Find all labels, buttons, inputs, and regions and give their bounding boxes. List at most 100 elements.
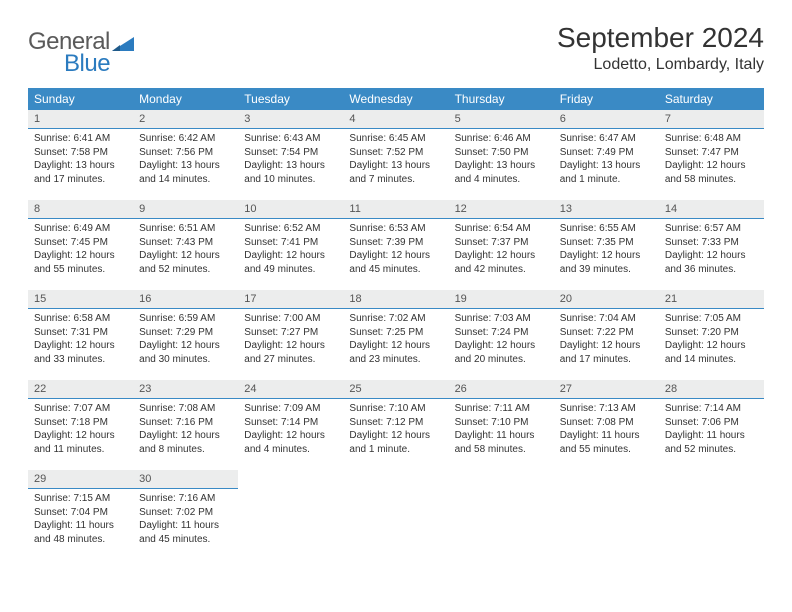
week-row: 8Sunrise: 6:49 AMSunset: 7:45 PMDaylight…	[28, 200, 764, 284]
day-number: 11	[343, 200, 448, 219]
day-body: Sunrise: 6:41 AMSunset: 7:58 PMDaylight:…	[28, 129, 133, 194]
sunrise: Sunrise: 7:10 AM	[349, 402, 442, 416]
dow-row: Sunday Monday Tuesday Wednesday Thursday…	[28, 88, 764, 110]
day-number: 8	[28, 200, 133, 219]
day-cell	[659, 470, 764, 554]
logo: GeneralBlue	[28, 28, 134, 78]
day-number: 30	[133, 470, 238, 489]
sunset: Sunset: 7:33 PM	[665, 236, 758, 250]
day-cell: 13 Sunrise: 6:55 AMSunset: 7:35 PMDayligh…	[554, 200, 659, 284]
day-body: Sunrise: 6:54 AMSunset: 7:37 PMDaylight:…	[449, 219, 554, 284]
day-number: 1	[28, 110, 133, 129]
day-number: 28	[659, 380, 764, 399]
sunrise: Sunrise: 7:08 AM	[139, 402, 232, 416]
sunset: Sunset: 7:24 PM	[455, 326, 548, 340]
location: Lodetto, Lombardy, Italy	[557, 56, 764, 74]
dow-mon: Monday	[133, 88, 238, 110]
day-number: 14	[659, 200, 764, 219]
day-cell: 14Sunrise: 6:57 AMSunset: 7:33 PMDayligh…	[659, 200, 764, 284]
day-body: Sunrise: 7:04 AMSunset: 7:22 PMDaylight:…	[554, 309, 659, 374]
daylight: Daylight: 12 hours and 30 minutes.	[139, 339, 232, 366]
day-number: 21	[659, 290, 764, 309]
daylight: Daylight: 12 hours and 14 minutes.	[665, 339, 758, 366]
day-cell	[238, 470, 343, 554]
dow-wed: Wednesday	[343, 88, 448, 110]
daylight: Daylight: 12 hours and 55 minutes.	[34, 249, 127, 276]
daylight: Daylight: 12 hours and 23 minutes.	[349, 339, 442, 366]
sunrise: Sunrise: 7:13 AM	[560, 402, 653, 416]
sunset: Sunset: 7:35 PM	[560, 236, 653, 250]
day-cell: 27Sunrise: 7:13 AMSunset: 7:08 PMDayligh…	[554, 380, 659, 464]
sunrise: Sunrise: 6:55 AM	[560, 222, 653, 236]
sunset: Sunset: 7:29 PM	[139, 326, 232, 340]
calendar: Sunday Monday Tuesday Wednesday Thursday…	[28, 88, 764, 554]
sunset: Sunset: 7:14 PM	[244, 416, 337, 430]
sunrise: Sunrise: 6:42 AM	[139, 132, 232, 146]
daylight: Daylight: 12 hours and 39 minutes.	[560, 249, 653, 276]
daylight: Daylight: 12 hours and 58 minutes.	[665, 159, 758, 186]
day-cell: 24Sunrise: 7:09 AMSunset: 7:14 PMDayligh…	[238, 380, 343, 464]
day-body: Sunrise: 7:07 AMSunset: 7:18 PMDaylight:…	[28, 399, 133, 464]
day-cell	[449, 470, 554, 554]
day-cell: 16 Sunrise: 6:59 AMSunset: 7:29 PMDayligh…	[133, 290, 238, 374]
day-number: 16	[133, 290, 238, 309]
sunset: Sunset: 7:56 PM	[139, 146, 232, 160]
sunset: Sunset: 7:02 PM	[139, 506, 232, 520]
day-cell: 28Sunrise: 7:14 AMSunset: 7:06 PMDayligh…	[659, 380, 764, 464]
day-number: 7	[659, 110, 764, 129]
dow-fri: Friday	[554, 88, 659, 110]
dow-tue: Tuesday	[238, 88, 343, 110]
day-number: 17	[238, 290, 343, 309]
sunset: Sunset: 7:12 PM	[349, 416, 442, 430]
day-number: 13	[554, 200, 659, 219]
day-cell: 20Sunrise: 7:04 AMSunset: 7:22 PMDayligh…	[554, 290, 659, 374]
calendar-body: 1Sunrise: 6:41 AMSunset: 7:58 PMDaylight…	[28, 110, 764, 554]
day-cell: 3Sunrise: 6:43 AMSunset: 7:54 PMDaylight…	[238, 110, 343, 194]
day-cell: 7Sunrise: 6:48 AMSunset: 7:47 PMDaylight…	[659, 110, 764, 194]
sunrise: Sunrise: 6:45 AM	[349, 132, 442, 146]
day-cell: 19Sunrise: 7:03 AMSunset: 7:24 PMDayligh…	[449, 290, 554, 374]
week-row: 22Sunrise: 7:07 AMSunset: 7:18 PMDayligh…	[28, 380, 764, 464]
daylight: Daylight: 12 hours and 33 minutes.	[34, 339, 127, 366]
sunrise: Sunrise: 6:59 AM	[139, 312, 232, 326]
page: GeneralBlue September 2024 Lodetto, Lomb…	[0, 0, 792, 554]
day-body: Sunrise: 7:14 AMSunset: 7:06 PMDaylight:…	[659, 399, 764, 464]
month-title: September 2024	[557, 22, 764, 54]
day-number: 5	[449, 110, 554, 129]
day-body: Sunrise: 7:05 AMSunset: 7:20 PMDaylight:…	[659, 309, 764, 374]
day-number: 3	[238, 110, 343, 129]
sunrise: Sunrise: 7:00 AM	[244, 312, 337, 326]
day-cell: 9Sunrise: 6:51 AMSunset: 7:43 PMDaylight…	[133, 200, 238, 284]
sunset: Sunset: 7:18 PM	[34, 416, 127, 430]
day-body: Sunrise: 6:46 AMSunset: 7:50 PMDaylight:…	[449, 129, 554, 194]
sunset: Sunset: 7:37 PM	[455, 236, 548, 250]
day-cell: 12Sunrise: 6:54 AMSunset: 7:37 PMDayligh…	[449, 200, 554, 284]
sunset: Sunset: 7:08 PM	[560, 416, 653, 430]
sunrise: Sunrise: 7:11 AM	[455, 402, 548, 416]
day-body: Sunrise: 7:10 AMSunset: 7:12 PMDaylight:…	[343, 399, 448, 464]
day-number: 19	[449, 290, 554, 309]
day-number: 20	[554, 290, 659, 309]
day-cell	[554, 470, 659, 554]
day-number: 4	[343, 110, 448, 129]
daylight: Daylight: 12 hours and 36 minutes.	[665, 249, 758, 276]
sunrise: Sunrise: 6:52 AM	[244, 222, 337, 236]
dow-sun: Sunday	[28, 88, 133, 110]
day-number: 23	[133, 380, 238, 399]
daylight: Daylight: 12 hours and 4 minutes.	[244, 429, 337, 456]
sunset: Sunset: 7:20 PM	[665, 326, 758, 340]
header: GeneralBlue September 2024 Lodetto, Lomb…	[28, 22, 764, 78]
title-block: September 2024 Lodetto, Lombardy, Italy	[557, 22, 764, 74]
day-cell: 2Sunrise: 6:42 AMSunset: 7:56 PMDaylight…	[133, 110, 238, 194]
sunset: Sunset: 7:39 PM	[349, 236, 442, 250]
daylight: Daylight: 12 hours and 11 minutes.	[34, 429, 127, 456]
sunset: Sunset: 7:10 PM	[455, 416, 548, 430]
day-body: Sunrise: 7:00 AMSunset: 7:27 PMDaylight:…	[238, 309, 343, 374]
sunset: Sunset: 7:27 PM	[244, 326, 337, 340]
sunrise: Sunrise: 6:47 AM	[560, 132, 653, 146]
daylight: Daylight: 12 hours and 49 minutes.	[244, 249, 337, 276]
sunset: Sunset: 7:52 PM	[349, 146, 442, 160]
logo-word2: Blue	[64, 50, 134, 78]
day-body: Sunrise: 7:15 AMSunset: 7:04 PMDaylight:…	[28, 489, 133, 554]
sunset: Sunset: 7:31 PM	[34, 326, 127, 340]
